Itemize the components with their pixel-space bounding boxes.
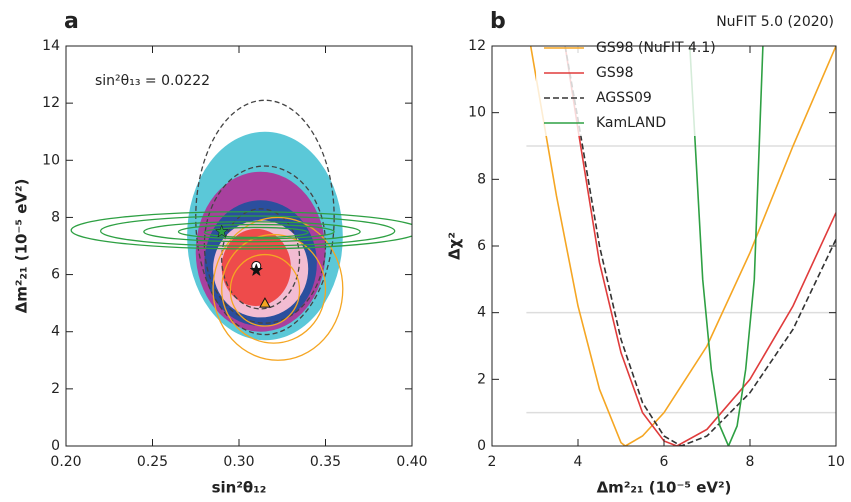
y-tick-label: 12 <box>42 95 60 111</box>
axes-frame <box>65 45 413 447</box>
best-fit-point <box>214 224 229 238</box>
panel-title: NuFIT 5.0 (2020) <box>716 14 834 30</box>
contour <box>221 208 301 310</box>
y-tick-label: 6 <box>477 238 486 254</box>
contour <box>203 226 309 239</box>
y-tick-label: 4 <box>477 305 486 321</box>
best-fit-point <box>249 263 264 277</box>
legend-label: AGSS09 <box>596 90 652 106</box>
x-axis-label: sin²θ₁₂ <box>212 479 267 497</box>
contour <box>177 223 335 240</box>
y-tick-label: 0 <box>51 438 60 454</box>
contour <box>203 165 327 324</box>
panel-letter: b <box>490 9 506 34</box>
curve <box>564 46 836 446</box>
x-tick-label: 2 <box>488 454 497 470</box>
legend-label: GS98 <box>596 65 634 81</box>
x-tick-label: 6 <box>660 454 669 470</box>
annotation: sin²θ₁₃ = 0.0222 <box>95 73 210 89</box>
panel-letter: a <box>64 9 79 34</box>
contour <box>143 221 361 243</box>
curve <box>529 46 836 446</box>
contour <box>212 216 344 361</box>
legend-label: GS98 (NuFIT 4.1) <box>596 40 716 56</box>
contour <box>221 233 327 344</box>
axes-frame <box>491 45 837 447</box>
y-tick-label: 12 <box>468 38 486 54</box>
y-tick-label: 4 <box>51 324 60 340</box>
x-tick-label: 0.40 <box>396 454 427 470</box>
y-tick-label: 6 <box>51 267 60 283</box>
x-tick-label: 0.30 <box>223 454 254 470</box>
y-tick-label: 2 <box>477 371 486 387</box>
y-tick-label: 10 <box>468 105 486 121</box>
x-tick-label: 8 <box>746 454 755 470</box>
y-tick-label: 10 <box>42 152 60 168</box>
y-tick-label: 0 <box>477 438 486 454</box>
y-tick-label: 8 <box>477 171 486 187</box>
x-tick-label: 0.20 <box>50 454 81 470</box>
contour <box>70 211 412 250</box>
x-tick-label: 4 <box>574 454 583 470</box>
plot-area <box>70 99 412 361</box>
y-axis-label: Δχ² <box>446 232 464 260</box>
x-tick-label: 0.25 <box>137 454 168 470</box>
x-tick-label: 0.35 <box>310 454 341 470</box>
curve <box>689 46 764 446</box>
best-fit-point <box>259 297 271 308</box>
y-tick-label: 8 <box>51 209 60 225</box>
x-tick-label: 10 <box>827 454 845 470</box>
contour <box>229 253 301 327</box>
contour <box>99 215 396 247</box>
x-axis-label: Δm²₂₁ (10⁻⁵ eV²) <box>597 479 732 497</box>
legend-label: KamLAND <box>596 115 666 131</box>
legend-box <box>536 36 736 136</box>
y-axis-label: Δm²₂₁ (10⁻⁵ eV²) <box>13 179 31 314</box>
y-tick-label: 2 <box>51 381 60 397</box>
y-tick-label: 14 <box>42 38 60 54</box>
